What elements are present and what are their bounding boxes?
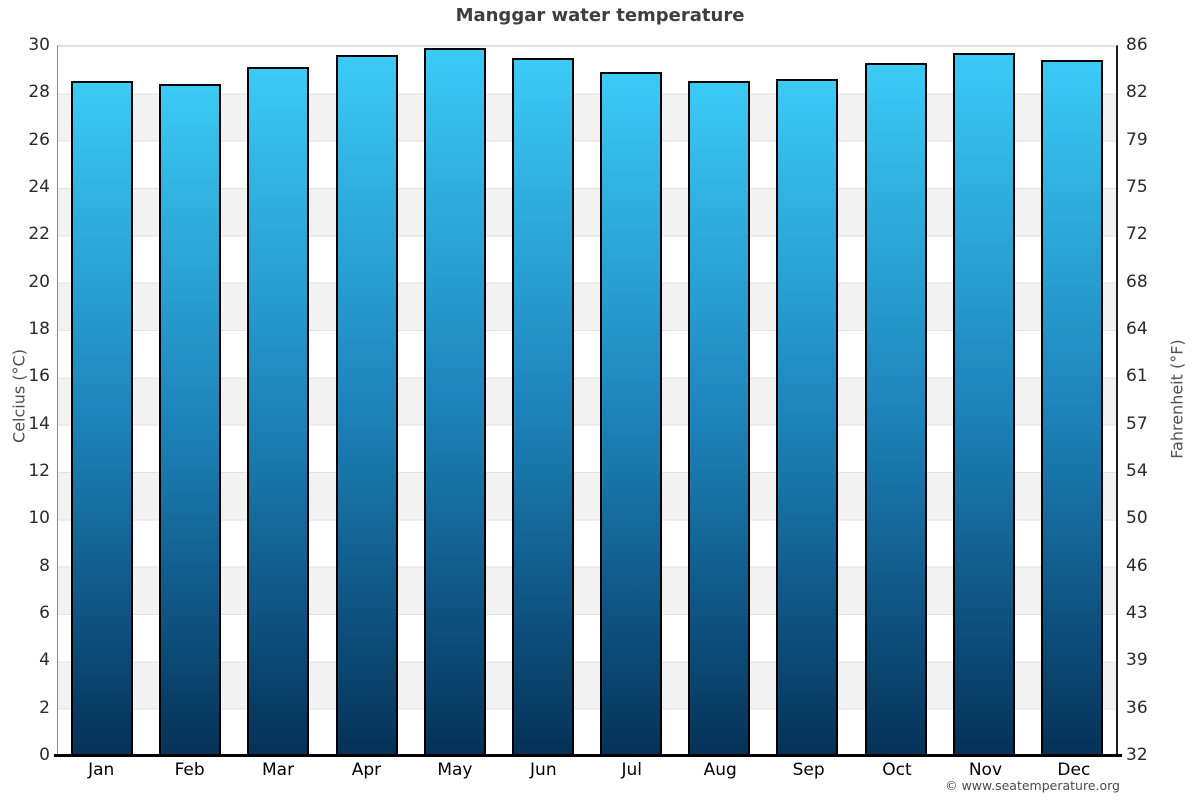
fahrenheit-axis-ticks: 86 82 79 75 72 68 64 61 57 54 50 46 43 3… [1126, 35, 1148, 765]
bar [511, 57, 574, 755]
watermark-link[interactable]: © www.seatemperature.org [945, 778, 1120, 793]
bar [600, 72, 663, 755]
bar [159, 83, 222, 755]
month-label: Nov [968, 760, 1003, 780]
bar-slot [763, 46, 851, 755]
bar [71, 81, 134, 755]
celsius-axis-title: Celcius (°C) [9, 349, 29, 443]
bar-slot [234, 46, 322, 755]
month-label: Jan [88, 760, 115, 780]
plot-area [57, 45, 1118, 755]
bar-slot [499, 46, 587, 755]
celsius-axis-ticks: 30 28 26 24 22 20 18 16 14 12 10 8 6 4 2… [28, 35, 50, 765]
month-label: Mar [262, 760, 295, 780]
fahrenheit-axis-title: Fahrenheit (°F) [1167, 339, 1187, 459]
bar-slot [58, 46, 146, 755]
bar [776, 79, 839, 755]
bar [335, 55, 398, 755]
bar [247, 67, 310, 755]
month-label: Sep [792, 760, 825, 780]
x-axis-labels: Jan Feb Mar Apr May Jun Jul Aug Sep Oct … [57, 760, 1118, 780]
bar-slot [587, 46, 675, 755]
bar [864, 62, 927, 755]
bar-slot [940, 46, 1028, 755]
bars-container [58, 46, 1116, 755]
month-label: Aug [703, 760, 737, 780]
month-label: May [437, 760, 473, 780]
month-label: Feb [174, 760, 205, 780]
bar [423, 48, 486, 755]
bar-slot [1028, 46, 1116, 755]
bar-slot [675, 46, 763, 755]
month-label: Dec [1057, 760, 1091, 780]
bar-slot [323, 46, 411, 755]
month-label: Jul [621, 760, 642, 780]
bar [952, 53, 1015, 755]
x-axis-line [54, 754, 1122, 757]
bar-slot [852, 46, 940, 755]
month-label: Jun [530, 760, 557, 780]
month-label: Apr [351, 760, 382, 780]
bar-slot [411, 46, 499, 755]
chart-title: Manggar water temperature [455, 5, 745, 26]
bar [1040, 60, 1103, 755]
month-label: Oct [882, 760, 912, 780]
bar [688, 81, 751, 755]
bar-slot [146, 46, 234, 755]
